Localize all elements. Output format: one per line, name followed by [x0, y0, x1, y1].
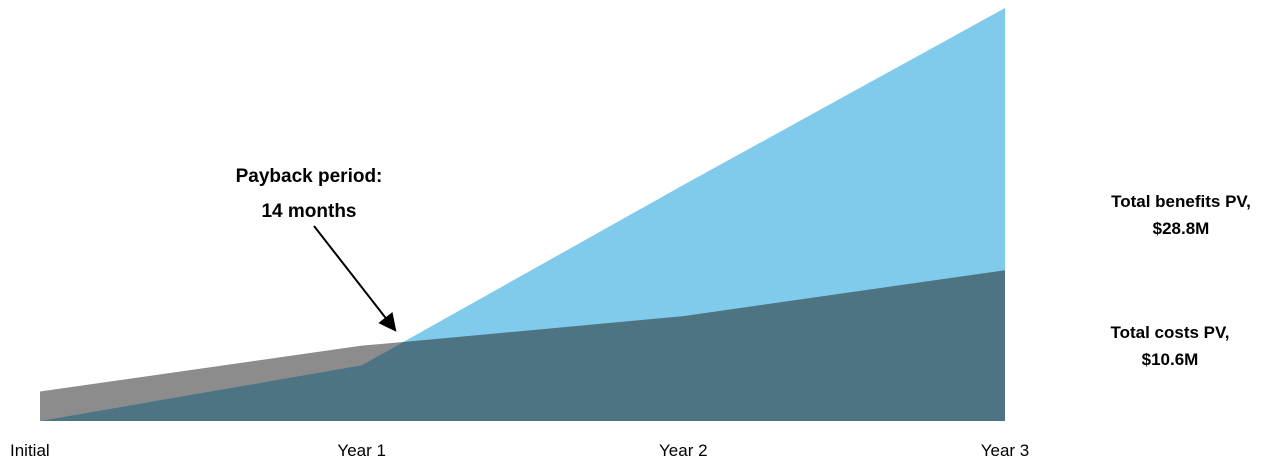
x-tick-label: Year 1: [337, 441, 386, 460]
costs-label-line1: Total costs PV,: [1110, 323, 1229, 342]
payback-annotation: Payback period: 14 months: [236, 166, 397, 332]
x-tick-label: Initial: [10, 441, 50, 460]
costs-label: Total costs PV, $10.6M: [1110, 323, 1229, 369]
payback-annotation-line1: Payback period:: [236, 166, 383, 187]
benefits-label: Total benefits PV, $28.8M: [1111, 192, 1251, 238]
costs-label-line2: $10.6M: [1142, 350, 1199, 369]
benefits-label-line2: $28.8M: [1153, 219, 1210, 238]
payback-arrow: [313, 225, 397, 332]
payback-annotation-line2: 14 months: [261, 201, 356, 222]
benefits-label-line1: Total benefits PV,: [1111, 192, 1251, 211]
x-tick-label: Year 2: [659, 441, 708, 460]
costs-benefits-overlap-area: [40, 270, 1005, 421]
x-tick-label: Year 3: [981, 441, 1030, 460]
x-axis-tick-labels: Initial Year 1 Year 2 Year 3: [10, 441, 1029, 460]
